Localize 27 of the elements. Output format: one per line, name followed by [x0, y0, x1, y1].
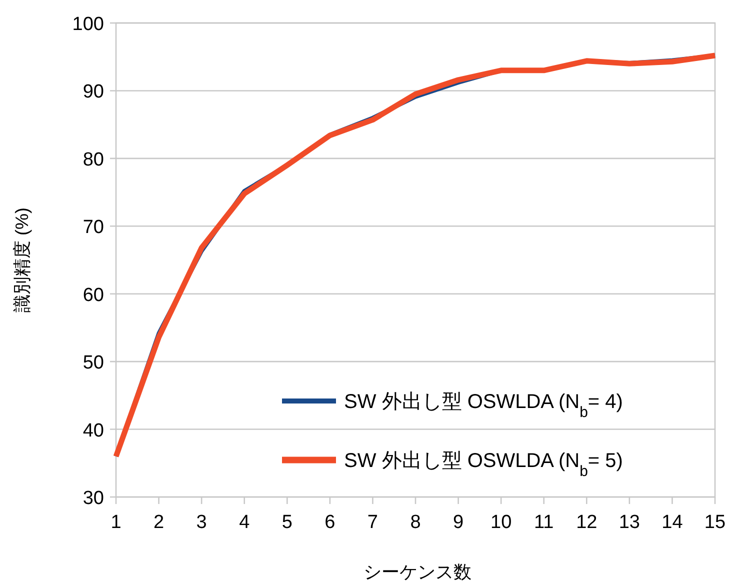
y-tick-label: 60 [82, 284, 104, 306]
x-tick-label: 11 [534, 512, 554, 533]
y-tick-label: 50 [82, 352, 104, 374]
legend-label: SW 外出し型 OSWLDA (N$_{b}$= 5) [344, 450, 623, 480]
legend-label: SW 外出し型 OSWLDA (N$_{b}$= 4) [344, 391, 623, 420]
y-tick-label: 40 [82, 420, 104, 442]
x-tick-label: 3 [196, 512, 207, 533]
y-tick-label: 100 [72, 14, 104, 35]
x-tick-label: 9 [452, 512, 464, 533]
y-tick-label: 30 [82, 488, 104, 509]
x-tick-label: 1 [110, 512, 122, 533]
x-tick-label: 8 [410, 512, 421, 533]
x-axis-title: シーケンス数 [364, 562, 472, 582]
y-tick-label: 70 [82, 217, 104, 238]
x-tick-label: 15 [704, 512, 726, 533]
x-tick-label: 6 [324, 512, 336, 533]
y-axis-title: 識別精度 (%) [12, 208, 32, 312]
x-tick-label: 5 [282, 512, 292, 533]
x-tick-label: 2 [153, 512, 164, 533]
x-tick-label: 10 [490, 512, 512, 533]
x-tick-label: 12 [576, 512, 598, 533]
x-tick-label: 14 [662, 512, 684, 533]
y-tick-label: 90 [82, 82, 104, 103]
x-tick-label: 7 [367, 512, 378, 533]
y-tick-label: 80 [82, 149, 104, 170]
x-tick-label: 4 [239, 512, 250, 533]
x-tick-label: 13 [618, 512, 640, 533]
